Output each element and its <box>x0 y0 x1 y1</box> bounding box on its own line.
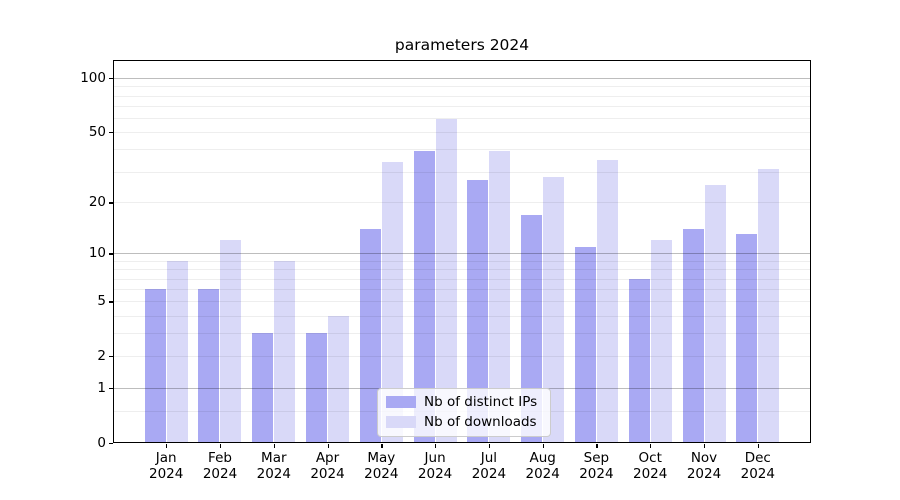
y-tick-mark-2 <box>108 356 113 358</box>
legend-label-distinct-ips: Nb of distinct IPs <box>424 394 538 410</box>
y-tick-label-10: 10 <box>88 244 106 261</box>
bar-nb-of-distinct-ips-mar-2024 <box>252 333 274 443</box>
x-tick-label-may-2024: May 2024 <box>364 450 399 482</box>
x-tick-mark-mar-2024 <box>273 444 276 448</box>
legend-row-distinct-ips: Nb of distinct IPs <box>386 394 542 410</box>
gridline-minor-50 <box>113 132 811 134</box>
gridline-minor-30 <box>113 171 811 173</box>
legend-label-downloads: Nb of downloads <box>424 414 537 430</box>
gridline-minor-5 <box>113 301 811 303</box>
gridline-minor-4 <box>113 315 811 317</box>
bar-nb-of-distinct-ips-jul-2024 <box>467 179 489 443</box>
x-tick-label-dec-2024: Dec 2024 <box>740 450 775 482</box>
y-tick-label-5: 5 <box>97 292 106 309</box>
gridline-minor-7 <box>113 278 811 280</box>
bar-nb-of-distinct-ips-aug-2024 <box>521 214 543 443</box>
bar-nb-of-downloads-nov-2024 <box>704 185 726 443</box>
y-tick-label-2: 2 <box>97 347 106 364</box>
y-tick-mark-1 <box>108 388 113 390</box>
gridline-minor-80 <box>113 95 811 97</box>
x-tick-mark-nov-2024 <box>704 444 706 448</box>
gridline-minor-6 <box>113 289 811 291</box>
x-tick-label-oct-2024: Oct 2024 <box>633 450 668 482</box>
bar-nb-of-downloads-jan-2024 <box>166 261 188 443</box>
bar-nb-of-distinct-ips-sep-2024 <box>574 246 596 443</box>
bar-nb-of-distinct-ips-feb-2024 <box>198 289 220 443</box>
y-tick-mark-20 <box>108 202 113 204</box>
y-tick-label-50: 50 <box>88 123 106 140</box>
y-tick-mark-5 <box>108 301 113 303</box>
y-tick-label-0: 0 <box>97 434 106 451</box>
x-tick-mark-feb-2024 <box>220 444 222 448</box>
y-tick-label-100: 100 <box>80 69 106 86</box>
bar-nb-of-downloads-sep-2024 <box>596 159 618 443</box>
bar-nb-of-downloads-jul-2024 <box>489 151 511 443</box>
gridline-minor-70 <box>113 106 811 107</box>
gridline-minor-40 <box>113 149 811 151</box>
gridline-minor-90 <box>113 86 811 88</box>
plot-area <box>113 60 811 443</box>
x-tick-label-jan-2024: Jan 2024 <box>149 450 184 482</box>
gridline-minor-2 <box>113 356 811 358</box>
bar-nb-of-distinct-ips-oct-2024 <box>628 278 650 443</box>
y-tick-label-20: 20 <box>88 193 106 210</box>
y-tick-label-1: 1 <box>97 379 106 396</box>
x-tick-mark-aug-2024 <box>542 444 544 448</box>
y-tick-mark-10 <box>108 253 113 255</box>
gridline-minor-3 <box>113 333 811 335</box>
x-tick-mark-dec-2024 <box>757 444 760 448</box>
bar-nb-of-downloads-feb-2024 <box>220 240 242 443</box>
x-tick-mark-jul-2024 <box>488 444 491 448</box>
x-tick-mark-may-2024 <box>381 444 383 448</box>
bar-nb-of-distinct-ips-dec-2024 <box>736 234 758 443</box>
bar-nb-of-downloads-jun-2024 <box>435 119 457 443</box>
legend-swatch-downloads <box>386 416 416 428</box>
bar-nb-of-distinct-ips-may-2024 <box>359 228 381 443</box>
bar-nb-of-downloads-oct-2024 <box>650 240 672 443</box>
x-tick-label-nov-2024: Nov 2024 <box>686 450 722 482</box>
gridline-minor-9 <box>113 261 811 262</box>
x-tick-label-feb-2024: Feb 2024 <box>202 450 238 482</box>
x-tick-label-mar-2024: Mar 2024 <box>256 450 291 482</box>
bar-nb-of-downloads-apr-2024 <box>328 315 350 443</box>
x-tick-label-jun-2024: Jun 2024 <box>417 450 453 482</box>
legend-row-downloads: Nb of downloads <box>386 414 542 430</box>
x-tick-label-sep-2024: Sep 2024 <box>579 450 614 482</box>
gridline-minor-8 <box>113 269 811 271</box>
x-tick-mark-oct-2024 <box>650 444 652 448</box>
bar-nb-of-downloads-may-2024 <box>381 161 403 443</box>
bar-nb-of-downloads-mar-2024 <box>274 261 296 443</box>
y-tick-mark-50 <box>108 132 113 134</box>
legend-swatch-distinct-ips <box>386 396 416 408</box>
x-tick-mark-sep-2024 <box>596 444 598 448</box>
legend: Nb of distinct IPs Nb of downloads <box>377 388 551 437</box>
bar-nb-of-downloads-aug-2024 <box>543 176 565 443</box>
gridline-minor-20 <box>113 202 811 204</box>
x-tick-mark-apr-2024 <box>327 444 329 448</box>
y-tick-mark-0 <box>108 443 113 445</box>
bar-nb-of-downloads-dec-2024 <box>758 169 780 443</box>
bar-nb-of-distinct-ips-nov-2024 <box>682 228 704 443</box>
x-tick-label-aug-2024: Aug 2024 <box>525 450 560 482</box>
gridline-major-10 <box>113 253 811 255</box>
gridline-major-100 <box>113 78 811 80</box>
bar-nb-of-distinct-ips-jan-2024 <box>144 289 166 443</box>
bar-nb-of-distinct-ips-apr-2024 <box>306 333 328 443</box>
bar-nb-of-distinct-ips-jun-2024 <box>413 151 435 443</box>
x-tick-label-jul-2024: Jul 2024 <box>471 450 507 482</box>
x-tick-mark-jun-2024 <box>435 444 437 448</box>
x-tick-mark-jan-2024 <box>166 444 168 448</box>
y-tick-mark-100 <box>108 78 113 80</box>
gridline-minor-60 <box>113 118 811 119</box>
chart-title: parameters 2024 <box>394 36 530 54</box>
x-tick-label-apr-2024: Apr 2024 <box>310 450 345 482</box>
